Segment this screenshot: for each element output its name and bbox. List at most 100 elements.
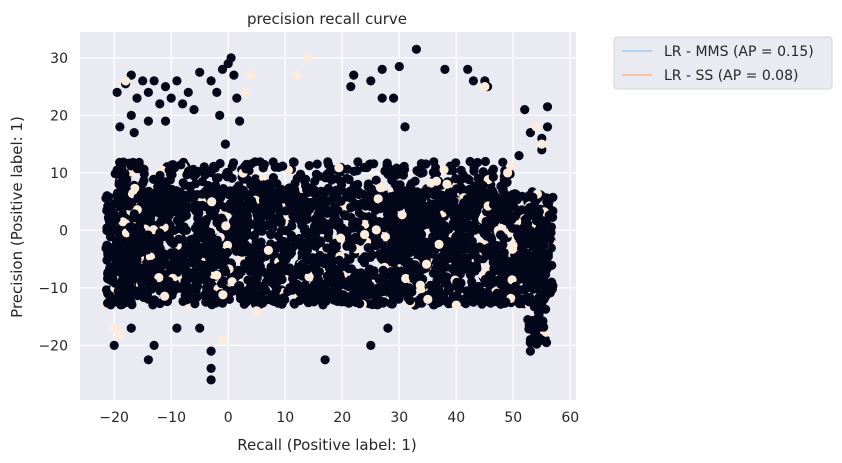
scatter-point <box>220 139 230 149</box>
scatter-point <box>263 269 273 279</box>
scatter-point <box>207 300 217 310</box>
scatter-point <box>375 249 385 259</box>
scatter-point <box>498 157 508 167</box>
scatter-point <box>434 239 444 249</box>
scatter-point <box>218 290 228 300</box>
scatter-point <box>514 266 525 276</box>
scatter-point <box>292 173 302 184</box>
scatter-point <box>471 261 482 271</box>
scatter-point <box>248 200 258 210</box>
scatter-point <box>478 180 488 191</box>
scatter-point <box>272 284 282 295</box>
scatter-point <box>172 76 182 86</box>
scatter-point <box>541 304 551 314</box>
scatter-point <box>446 195 456 205</box>
scatter-point <box>525 128 536 138</box>
scatter-point <box>470 248 480 258</box>
scatter-point <box>288 273 298 284</box>
scatter-point <box>479 190 490 200</box>
scatter-point <box>335 263 345 273</box>
scatter-point <box>297 209 307 219</box>
scatter-point <box>357 254 367 264</box>
scatter-point <box>178 178 188 188</box>
scatter-point <box>277 185 287 196</box>
scatter-point <box>113 244 124 254</box>
scatter-point <box>332 193 342 203</box>
scatter-point <box>217 213 227 223</box>
scatter-point <box>442 179 452 189</box>
scatter-point <box>530 198 540 209</box>
scatter-point <box>463 64 473 74</box>
scatter-point <box>148 174 159 184</box>
y-tick-label: −20 <box>38 338 68 354</box>
scatter-point <box>437 226 448 236</box>
scatter-point <box>524 210 534 220</box>
scatter-point <box>169 225 179 235</box>
scatter-point <box>287 232 297 243</box>
scatter-point <box>445 240 455 250</box>
scatter-point <box>328 277 338 287</box>
scatter-point <box>113 194 123 204</box>
scatter-point <box>212 270 222 280</box>
scatter-point <box>533 307 544 317</box>
scatter-point <box>227 277 237 287</box>
scatter-point <box>510 281 521 291</box>
scatter-point <box>149 340 159 350</box>
scatter-point <box>263 245 273 255</box>
scatter-point <box>478 167 488 177</box>
scatter-point <box>480 82 490 92</box>
scatter-point <box>169 280 179 290</box>
scatter-point <box>145 252 155 262</box>
scatter-point <box>236 294 246 304</box>
scatter-point <box>421 259 432 269</box>
scatter-point <box>399 237 409 247</box>
scatter-point <box>395 200 405 210</box>
scatter-point <box>132 93 142 103</box>
scatter-point <box>217 279 227 289</box>
scatter-point <box>423 186 433 196</box>
scatter-point <box>138 178 148 188</box>
scatter-point <box>388 208 399 219</box>
scatter-point <box>365 281 375 291</box>
scatter-point <box>458 256 468 266</box>
scatter-point <box>127 289 137 300</box>
scatter-point <box>323 168 333 179</box>
scatter-point <box>300 280 310 290</box>
scatter-point <box>542 102 553 112</box>
scatter-point <box>192 241 202 251</box>
scatter-point <box>200 249 210 259</box>
scatter-point <box>277 252 287 262</box>
scatter-point <box>104 192 114 202</box>
scatter-point <box>207 197 217 207</box>
scatter-point <box>408 272 418 282</box>
scatter-point <box>253 280 263 290</box>
scatter-point <box>473 173 483 183</box>
scatter-point <box>189 105 199 115</box>
scatter-point <box>355 299 365 309</box>
scatter-point <box>182 201 192 211</box>
scatter-point <box>281 226 291 236</box>
scatter-point <box>125 240 135 250</box>
scatter-point <box>325 264 335 274</box>
scatter-point <box>453 210 463 220</box>
scatter-point <box>465 156 475 167</box>
scatter-point <box>157 248 167 258</box>
scatter-point <box>440 64 450 74</box>
scatter-point <box>118 217 128 227</box>
scatter-point <box>541 269 551 280</box>
x-axis-label: Recall (Positive label: 1) <box>237 436 416 454</box>
scatter-point <box>149 76 159 86</box>
scatter-point <box>432 276 442 286</box>
scatter-point <box>331 174 341 184</box>
scatter-point <box>488 172 498 182</box>
scatter-point <box>508 189 518 199</box>
scatter-point <box>525 346 536 356</box>
scatter-point <box>337 180 347 190</box>
scatter-point <box>350 233 360 243</box>
scatter-point <box>252 306 262 316</box>
scatter-point <box>114 264 124 274</box>
scatter-point <box>476 243 487 253</box>
scatter-point <box>143 294 153 304</box>
scatter-point <box>206 166 216 176</box>
scatter-point <box>118 282 128 292</box>
